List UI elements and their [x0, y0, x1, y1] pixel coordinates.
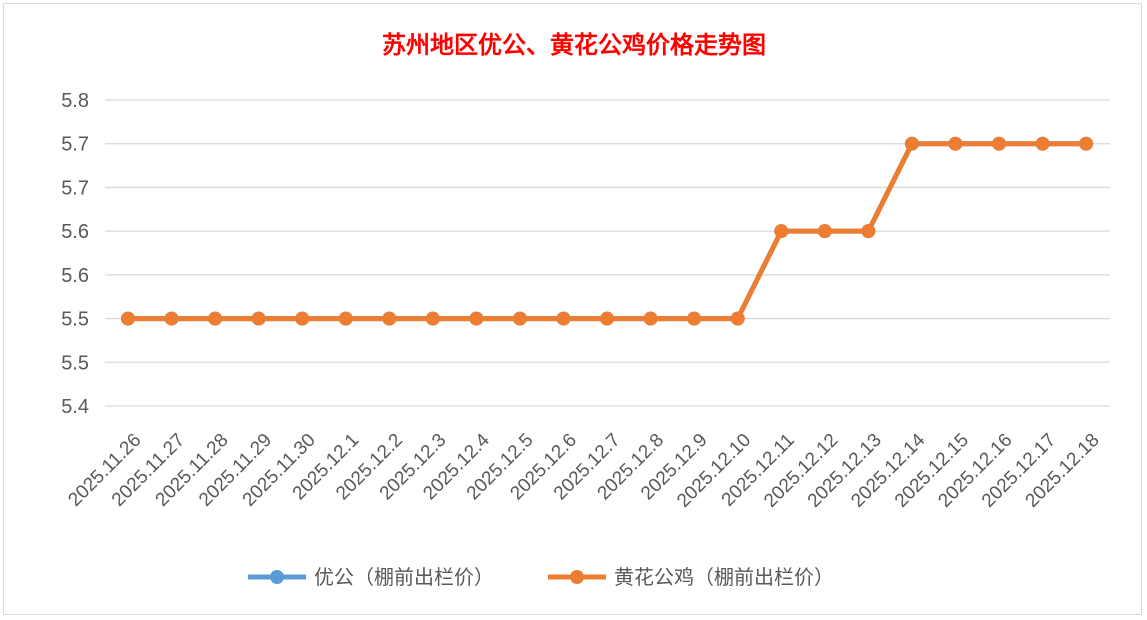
data-point [121, 311, 135, 326]
data-point [338, 311, 353, 326]
data-point [469, 311, 484, 326]
data-point [817, 224, 832, 239]
data-point [208, 311, 223, 326]
data-point [992, 136, 1006, 151]
y-tick-label: 5.6 [61, 221, 89, 243]
y-tick-label: 5.5 [61, 352, 89, 374]
legend-marker [570, 570, 584, 584]
legend-marker [270, 570, 284, 584]
data-point [382, 311, 397, 326]
x-axis-ticks: 2025.11.262025.11.272025.11.282025.11.29… [64, 429, 1103, 511]
data-point [251, 311, 266, 326]
y-tick-label: 5.7 [61, 177, 89, 199]
series-2 [121, 136, 1094, 326]
data-point [904, 136, 919, 151]
data-point [643, 311, 658, 326]
legend: 优公（棚前出栏价） 黄花公鸡（棚前出栏价） [248, 565, 834, 589]
legend-item: 黄花公鸡（棚前出栏价） [548, 565, 834, 589]
y-tick-label: 5.4 [61, 396, 89, 418]
data-point [774, 224, 789, 239]
chart-frame [3, 3, 1142, 615]
legend-label: 优公（棚前出栏价） [314, 565, 494, 589]
legend-label: 黄花公鸡（棚前出栏价） [614, 565, 834, 589]
y-tick-label: 5.6 [61, 265, 89, 287]
data-point [164, 311, 179, 326]
y-tick-label: 5.8 [61, 90, 89, 112]
legend-item: 优公（棚前出栏价） [248, 565, 494, 589]
data-point [600, 311, 615, 326]
data-point [730, 311, 745, 326]
series-group [121, 136, 1094, 326]
data-point [295, 311, 310, 326]
data-point [1079, 136, 1094, 151]
chart-title: 苏州地区优公、黄花公鸡价格走势图 [382, 30, 766, 59]
data-point [425, 311, 440, 326]
data-point [687, 311, 702, 326]
y-tick-label: 5.5 [61, 309, 89, 331]
y-axis-ticks: 5.4 5.5 5.5 5.6 5.6 5.7 5.7 5.8 [61, 90, 89, 418]
y-tick-label: 5.7 [61, 134, 89, 156]
data-point [948, 136, 963, 151]
data-point [512, 311, 527, 326]
data-point [556, 311, 571, 326]
data-point [1035, 136, 1050, 151]
data-point [861, 224, 876, 239]
